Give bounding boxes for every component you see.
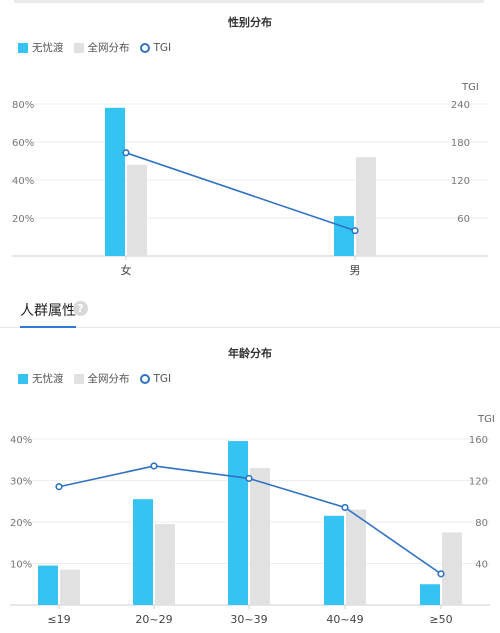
bar-compare [442,532,462,605]
y-tick-label: 40% [10,435,32,446]
bar-compare [356,157,376,256]
bar-primary [324,515,344,605]
bar-primary [38,565,58,605]
tgi-point [245,474,253,483]
legend-item-tgi[interactable]: TGI [139,372,172,385]
bar-compare [127,164,147,256]
bar-primary [334,216,354,256]
tgi-line [125,152,356,232]
legend-label: 全网分布 [87,373,130,385]
bar-primary [105,107,125,256]
primary-swatch [18,42,28,53]
age-chart: 10% 40 20% 80 30% 120 40% 160 ≤19 20~29 30~39 40~49… [10,435,490,626]
y-tick-label: 60% [12,138,34,149]
x-tick-label: ≥50 [429,613,452,626]
y-tick-label: 40% [12,176,34,187]
tgi-point [351,227,359,235]
y2-tick-label: 60 [457,214,470,225]
age-y2-unit: TGI [478,414,495,425]
tgi-marker-icon [139,42,150,53]
top-divider [14,0,484,3]
x-tick-label: 男 [350,264,361,277]
y2-tick-label: 240 [451,100,470,111]
y2-tick-label: 120 [469,477,488,488]
y-tick-label: 20% [12,214,34,225]
tgi-point [150,462,158,470]
y2-tick-label: 120 [451,176,470,187]
y-tick-label: 20% [10,518,32,529]
bar-primary [133,499,153,605]
tgi-point [437,570,445,578]
bar-compare [155,524,175,605]
legend-item-primary[interactable]: 无忧渡 [18,371,64,386]
bar-compare [250,468,270,605]
bar-compare [60,569,80,605]
legend-item-tgi[interactable]: TGI [139,41,172,54]
active-tab-underline [20,326,76,328]
y2-tick-label: 40 [475,560,488,571]
y-tick-label: 80% [12,100,34,111]
age-chart-title: 年龄分布 [228,347,272,360]
y2-tick-label: 160 [469,435,488,446]
legend-item-primary[interactable]: 无忧渡 [18,40,64,55]
gender-legend: 无忧渡 全网分布 TGI [18,40,181,55]
bar-primary [228,441,248,605]
help-icon[interactable]: ? [73,301,88,316]
gender-y2-unit: TGI [462,82,479,93]
tgi-point [122,149,130,157]
bar-compare [346,509,366,605]
legend-item-compare[interactable]: 全网分布 [73,40,130,55]
tgi-point [55,483,63,491]
y-tick-label: 10% [10,560,32,571]
legend-label: 无忧渡 [32,373,64,385]
compare-swatch [73,373,84,384]
x-tick-label: ≤19 [47,613,70,626]
legend-label: 无忧渡 [32,42,64,54]
y2-tick-label: 180 [451,138,470,149]
x-tick-label: 40~49 [326,613,363,626]
legend-label: TGI [153,41,172,54]
y2-tick-label: 80 [475,518,488,529]
tgi-point [341,503,349,512]
x-tick-label: 30~39 [230,613,267,626]
bar-primary [420,584,440,605]
section-title: 人群属性 [20,303,76,319]
legend-label: 全网分布 [87,42,130,54]
legend-item-compare[interactable]: 全网分布 [73,371,130,386]
section-header: 人群属性 ? [0,290,500,332]
section-divider [0,327,500,328]
gender-chart: 20% 60 40% 120 60% 180 80% 240 女 男 [12,100,488,277]
tgi-marker-icon [139,373,150,384]
legend-label: TGI [153,372,172,385]
primary-swatch [18,373,28,384]
y-tick-label: 30% [10,477,32,488]
age-legend: 无忧渡 全网分布 TGI [18,371,181,386]
gender-chart-title: 性别分布 [228,16,272,29]
x-tick-label: 20~29 [135,613,172,626]
x-tick-label: 女 [121,263,132,277]
compare-swatch [73,42,84,53]
